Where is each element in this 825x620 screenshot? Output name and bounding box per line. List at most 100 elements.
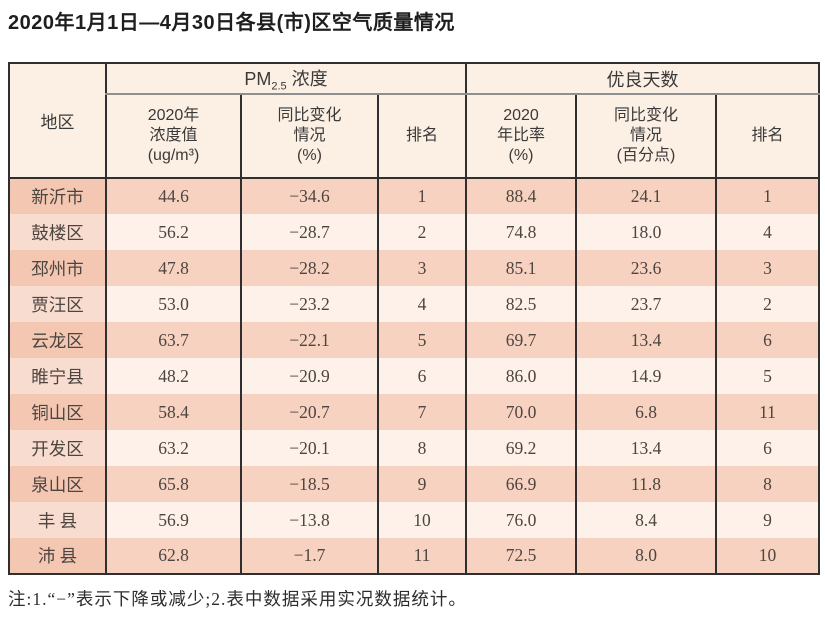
- region-cell: 沛 县: [8, 538, 106, 574]
- good-change-cell: 14.9: [575, 358, 716, 394]
- region-cell: 铜山区: [8, 394, 106, 430]
- pm-change-cell: −22.1: [240, 322, 378, 358]
- pm25-label-suffix: 浓度: [286, 68, 328, 89]
- region-cell: 云龙区: [8, 322, 106, 358]
- good-rank-cell: 1: [714, 178, 820, 214]
- header-group-pm25: PM2.5 浓度: [105, 63, 466, 95]
- pm-rank-cell: 9: [377, 466, 466, 502]
- good-change-cell: 18.0: [575, 214, 716, 250]
- table-row: 贾汪区 53.0 −23.2 4 82.5 23.7 2: [8, 286, 820, 322]
- pm-value-cell: 56.9: [105, 502, 241, 538]
- pm-change-cell: −23.2: [240, 286, 378, 322]
- pm-rank-cell: 6: [377, 358, 466, 394]
- pm-value-cell: 48.2: [105, 358, 241, 394]
- good-rank-cell: 9: [714, 502, 820, 538]
- pm-rank-cell: 5: [377, 322, 466, 358]
- pm-value-cell: 56.2: [105, 214, 241, 250]
- table-row: 铜山区 58.4 −20.7 7 70.0 6.8 11: [8, 394, 820, 430]
- pm-value-cell: 65.8: [105, 466, 241, 502]
- good-ratio-cell: 82.5: [465, 286, 576, 322]
- pm-change-cell: −28.7: [240, 214, 378, 250]
- page-title: 2020年1月1日—4月30日各县(市)区空气质量情况: [8, 12, 455, 34]
- header-group-row: 地区 PM2.5 浓度 优良天数: [8, 63, 820, 179]
- pm-rank-cell: 2: [377, 214, 466, 250]
- pm-change-cell: −20.1: [240, 430, 378, 466]
- good-change-cell: 6.8: [575, 394, 716, 430]
- region-cell: 泉山区: [8, 466, 106, 502]
- pm-value-cell: 63.2: [105, 430, 241, 466]
- region-cell: 丰 县: [8, 502, 106, 538]
- region-cell: 贾汪区: [8, 286, 106, 322]
- pm-rank-cell: 8: [377, 430, 466, 466]
- region-cell: 开发区: [8, 430, 106, 466]
- good-rank-cell: 3: [714, 250, 820, 286]
- table-row: 睢宁县 48.2 −20.9 6 86.0 14.9 5: [8, 358, 820, 394]
- footnote: 注:1.“−”表示下降或减少;2.表中数据采用实况数据统计。: [8, 589, 467, 609]
- pm-rank-cell: 10: [377, 502, 466, 538]
- region-cell: 睢宁县: [8, 358, 106, 394]
- header-pm-change: 同比变化 情况 (%): [240, 94, 378, 179]
- good-ratio-cell: 88.4: [465, 178, 576, 214]
- pm-value-cell: 53.0: [105, 286, 241, 322]
- pm-rank-cell: 3: [377, 250, 466, 286]
- pm-change-cell: −28.2: [240, 250, 378, 286]
- good-ratio-cell: 69.2: [465, 430, 576, 466]
- good-ratio-cell: 69.7: [465, 322, 576, 358]
- good-ratio-cell: 74.8: [465, 214, 576, 250]
- good-ratio-cell: 76.0: [465, 502, 576, 538]
- pm25-label-prefix: PM: [244, 68, 272, 89]
- good-change-cell: 8.0: [575, 538, 716, 574]
- good-rank-cell: 6: [714, 430, 820, 466]
- table-row: 新沂市 44.6 −34.6 1 88.4 24.1 1: [8, 178, 820, 214]
- good-ratio-cell: 72.5: [465, 538, 576, 574]
- table-body: 新沂市 44.6 −34.6 1 88.4 24.1 1 鼓楼区 56.2 −28.7 2 74.8 1…: [8, 178, 820, 574]
- good-rank-cell: 2: [714, 286, 820, 322]
- pm25-label-subscript: 2.5: [271, 80, 287, 93]
- pm-value-cell: 58.4: [105, 394, 241, 430]
- pm-change-cell: −20.7: [240, 394, 378, 430]
- air-quality-table: 地区 PM2.5 浓度 优良天数 2020年 浓度值 (ug/m³) 同比变化 …: [8, 62, 821, 575]
- header-group-good-days: 优良天数: [464, 63, 820, 95]
- good-change-cell: 11.8: [575, 466, 716, 502]
- pm-value-cell: 47.8: [105, 250, 241, 286]
- table-row: 泉山区 65.8 −18.5 9 66.9 11.8 8: [8, 466, 820, 502]
- table-row: 邳州市 47.8 −28.2 3 85.1 23.6 3: [8, 250, 820, 286]
- region-cell: 新沂市: [8, 178, 106, 214]
- good-rank-cell: 8: [714, 466, 820, 502]
- table-header: 地区 PM2.5 浓度 优良天数 2020年 浓度值 (ug/m³) 同比变化 …: [8, 63, 820, 179]
- pm-value-cell: 44.6: [105, 178, 241, 214]
- good-change-cell: 23.6: [575, 250, 716, 286]
- pm-change-cell: −20.9: [240, 358, 378, 394]
- good-rank-cell: 5: [714, 358, 820, 394]
- pm-rank-cell: 1: [377, 178, 466, 214]
- good-ratio-cell: 85.1: [465, 250, 576, 286]
- pm-change-cell: −18.5: [240, 466, 378, 502]
- region-cell: 鼓楼区: [8, 214, 106, 250]
- header-good-rank: 排名: [714, 94, 820, 179]
- pm-change-cell: −1.7: [240, 538, 378, 574]
- region-cell: 邳州市: [8, 250, 106, 286]
- good-change-cell: 13.4: [575, 322, 716, 358]
- table-row: 丰 县 56.9 −13.8 10 76.0 8.4 9: [8, 502, 820, 538]
- good-rank-cell: 10: [714, 538, 820, 574]
- good-change-cell: 13.4: [575, 430, 716, 466]
- pm-rank-cell: 7: [377, 394, 466, 430]
- header-pm-rank: 排名: [377, 94, 466, 179]
- header-pm-concentration: 2020年 浓度值 (ug/m³): [105, 94, 241, 179]
- good-rank-cell: 11: [714, 394, 820, 430]
- pm-value-cell: 62.8: [105, 538, 241, 574]
- pm-rank-cell: 11: [377, 538, 466, 574]
- header-region: 地区: [8, 63, 106, 179]
- table-row: 开发区 63.2 −20.1 8 69.2 13.4 6: [8, 430, 820, 466]
- pm-rank-cell: 4: [377, 286, 466, 322]
- table-row: 鼓楼区 56.2 −28.7 2 74.8 18.0 4: [8, 214, 820, 250]
- header-good-change: 同比变化 情况 (百分点): [575, 94, 716, 179]
- header-sub-row: 2020年 浓度值 (ug/m³) 同比变化 情况 (%) 排名 2020 年比…: [9, 94, 820, 179]
- pm-value-cell: 63.7: [105, 322, 241, 358]
- good-rank-cell: 4: [714, 214, 820, 250]
- table-row: 沛 县 62.8 −1.7 11 72.5 8.0 10: [8, 538, 820, 574]
- good-ratio-cell: 86.0: [465, 358, 576, 394]
- header-good-ratio: 2020 年比率 (%): [465, 94, 576, 179]
- good-rank-cell: 6: [714, 322, 820, 358]
